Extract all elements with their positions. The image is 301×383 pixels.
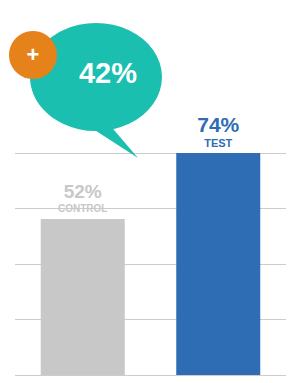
svg-text:52%: 52% xyxy=(64,181,102,202)
svg-text:CONTROL: CONTROL xyxy=(58,203,107,214)
svg-text:TEST: TEST xyxy=(204,137,232,149)
svg-text:74%: 74% xyxy=(197,113,239,136)
svg-text:+: + xyxy=(27,42,40,67)
svg-text:42%: 42% xyxy=(79,57,137,89)
